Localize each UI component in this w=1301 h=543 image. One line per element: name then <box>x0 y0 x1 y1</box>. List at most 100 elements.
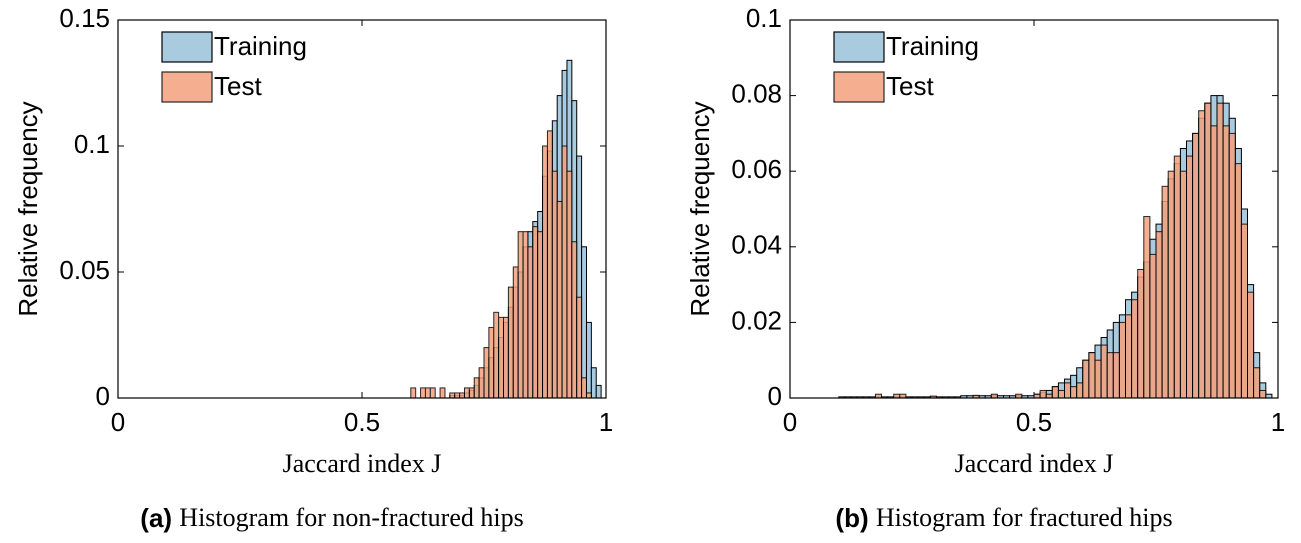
histogram-bar <box>1253 367 1261 399</box>
histogram-bar <box>1186 155 1194 399</box>
histogram-bar <box>1100 344 1108 399</box>
histogram-bar <box>1076 382 1084 399</box>
histogram-bar <box>546 130 553 399</box>
histogram-bar <box>1216 102 1224 399</box>
histogram-bar <box>585 321 592 399</box>
legend-label: Training <box>886 31 979 61</box>
histogram-bar <box>1173 155 1181 399</box>
x-axis-label: Jaccard index J <box>955 449 1114 478</box>
y-tick-label: 0.05 <box>59 255 110 285</box>
histogram-bar <box>1088 352 1096 399</box>
y-tick-label: 0 <box>768 381 782 411</box>
histogram-bar <box>551 170 558 399</box>
histogram-bar <box>527 246 534 399</box>
histogram-bar <box>1131 299 1139 399</box>
histogram-bar <box>1234 163 1242 399</box>
x-tick-label: 0 <box>111 407 125 437</box>
legend-label: Test <box>886 71 934 101</box>
y-axis-label: Relative frequency <box>13 101 43 316</box>
legend-swatch <box>833 71 885 103</box>
histogram-bar <box>1192 132 1200 399</box>
histogram-bar <box>1143 216 1151 399</box>
histogram-bar <box>581 246 587 399</box>
histogram-bar <box>503 316 509 399</box>
histogram-bar <box>1057 389 1066 399</box>
histogram-bar <box>420 387 426 399</box>
caption: (a) Histogram for non-fractured hips <box>140 503 523 533</box>
series <box>874 102 1267 399</box>
histogram-bar <box>1222 125 1230 399</box>
histogram-bar <box>429 387 436 399</box>
x-tick-label: 1 <box>599 407 613 437</box>
histogram-bar <box>1204 102 1212 399</box>
histogram-bar <box>1149 253 1157 399</box>
histogram-bar <box>478 367 485 399</box>
histogram-bar <box>1082 359 1090 399</box>
histogram-bar <box>517 231 524 399</box>
histogram-bar <box>1167 170 1175 399</box>
histogram-bar <box>512 266 519 399</box>
y-tick-label: 0.04 <box>731 230 782 260</box>
histogram-bar <box>424 387 431 399</box>
y-tick-label: 0.06 <box>731 154 782 184</box>
histogram-bar <box>483 347 490 399</box>
series <box>410 130 592 399</box>
histogram-bar <box>1125 314 1133 399</box>
histogram-bar <box>1198 110 1206 399</box>
histogram-bar <box>1106 352 1114 399</box>
histogram-bar <box>556 200 563 399</box>
y-tick-label: 0.08 <box>731 78 782 108</box>
caption-text: Histogram for fractured hips <box>876 503 1173 532</box>
y-axis-label: Relative frequency <box>685 101 715 316</box>
legend-swatch <box>161 71 213 103</box>
histogram-bar <box>1155 231 1163 399</box>
histogram-bar <box>1179 170 1188 399</box>
histogram-bar <box>595 384 602 399</box>
caption-text: Histogram for non-fractured hips <box>179 503 523 532</box>
histogram-bar <box>468 387 475 399</box>
legend-swatch <box>161 31 213 63</box>
histogram-bar <box>449 392 456 399</box>
histogram-bar <box>507 286 514 399</box>
y-tick-label: 0 <box>96 381 110 411</box>
histogram-bar <box>1039 389 1047 399</box>
x-tick-label: 0.5 <box>1016 407 1052 437</box>
legend-label: Test <box>214 71 262 101</box>
histogram-bar <box>454 392 461 399</box>
histogram-bar <box>1112 352 1120 399</box>
histogram-bar <box>488 326 495 399</box>
histogram-bar <box>571 241 578 399</box>
histogram-bar <box>1094 359 1102 399</box>
histogram-bar <box>410 387 417 399</box>
histogram-bar <box>1259 389 1267 399</box>
histogram-bar <box>463 387 470 399</box>
histogram-bar <box>1247 291 1255 399</box>
histogram-bar <box>1161 185 1169 399</box>
histogram-bar <box>498 316 505 399</box>
caption: (b) Histogram for fractured hips <box>835 503 1172 533</box>
histogram-bar <box>581 377 587 399</box>
x-tick-label: 0 <box>783 407 797 437</box>
histogram-bar <box>439 387 446 399</box>
x-axis-label: Jaccard index J <box>283 449 442 478</box>
legend-swatch <box>833 31 885 63</box>
caption-label: (a) <box>140 503 172 533</box>
histogram-bar <box>493 311 500 399</box>
legend-label: Training <box>214 31 307 61</box>
histogram-bar <box>585 392 592 399</box>
x-tick-label: 0.5 <box>344 407 380 437</box>
histogram-bar <box>590 367 597 399</box>
histogram-bar <box>1210 125 1218 399</box>
y-tick-label: 0.1 <box>74 129 110 159</box>
x-tick-label: 1 <box>1271 407 1285 437</box>
histogram-bar <box>561 145 568 399</box>
histogram-bar <box>1228 132 1236 399</box>
y-tick-label: 0.02 <box>731 305 782 335</box>
histogram-bar <box>459 392 465 399</box>
histogram-bar <box>1051 386 1059 399</box>
histogram-bar <box>566 170 573 399</box>
y-tick-label: 0.1 <box>746 3 782 33</box>
histogram-bar <box>576 296 583 399</box>
histogram-bar <box>473 377 480 399</box>
